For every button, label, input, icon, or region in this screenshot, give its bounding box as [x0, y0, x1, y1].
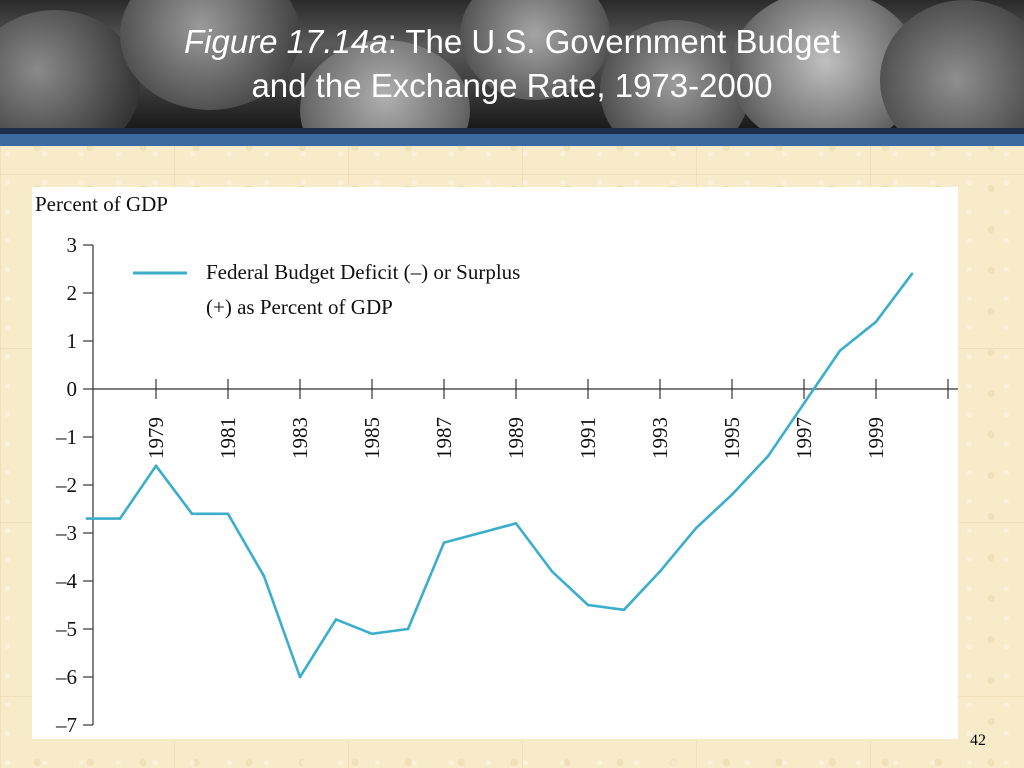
y-tick-label: –3 — [55, 521, 77, 545]
data-point — [406, 627, 410, 631]
y-tick-label: –6 — [55, 665, 77, 689]
data-point — [838, 349, 842, 352]
series-line — [87, 273, 914, 679]
x-tick-label: 1979 — [144, 417, 168, 459]
x-tick-label: 1985 — [360, 417, 384, 459]
figure-number: Figure 17.14a — [183, 23, 388, 60]
data-point — [766, 454, 770, 458]
data-point — [154, 464, 158, 468]
data-point — [694, 526, 698, 530]
header-banner: Figure 17.14a: The U.S. Government Budge… — [0, 0, 1024, 128]
legend-label-line2: (+) as Percent of GDP — [206, 295, 393, 319]
series-group — [85, 272, 914, 679]
legend: Federal Budget Deficit (–) or Surplus (+… — [133, 260, 520, 319]
x-tick-label: 1983 — [288, 417, 312, 459]
data-point — [730, 493, 734, 496]
data-point — [658, 570, 662, 573]
x-tick-label: 1981 — [216, 417, 240, 459]
data-point — [514, 522, 518, 525]
coin-image — [600, 20, 750, 128]
data-point — [298, 675, 302, 679]
y-axis-ticks: 3 2 1 0 –1 –2 –3 –4 –5 –6 –7 — [55, 233, 93, 737]
y-tick-label: –2 — [55, 473, 77, 497]
y-tick-label: 1 — [67, 329, 78, 353]
y-tick-label: 3 — [67, 233, 78, 257]
coin-image — [460, 0, 610, 100]
slide-title: Figure 17.14a: The U.S. Government Budge… — [0, 20, 1024, 108]
data-point — [334, 618, 338, 621]
x-tick-label: 1991 — [576, 417, 600, 459]
x-tick-label: 1999 — [864, 417, 888, 459]
data-point — [586, 603, 590, 607]
data-point — [622, 608, 626, 612]
data-point — [190, 512, 194, 516]
data-point — [118, 517, 122, 520]
title-line2: and the Exchange Rate, 1973-2000 — [251, 67, 773, 104]
header-divider-light — [0, 134, 1024, 146]
data-point — [85, 517, 89, 520]
data-point — [262, 574, 266, 578]
y-tick-label: 2 — [67, 281, 78, 305]
data-point — [802, 402, 806, 405]
x-tick-label: 1997 — [792, 417, 816, 459]
data-point — [478, 531, 482, 535]
y-axis-title: Percent of GDP — [35, 192, 168, 216]
data-point — [910, 272, 914, 276]
data-point — [874, 320, 878, 324]
data-point — [370, 632, 374, 636]
y-tick-label: –1 — [55, 425, 77, 449]
data-point — [226, 512, 230, 516]
data-point — [550, 570, 554, 573]
x-tick-label: 1987 — [432, 417, 456, 459]
y-tick-label: –7 — [55, 713, 77, 737]
header-divider-dark — [0, 128, 1024, 134]
x-tick-label: 1989 — [504, 417, 528, 459]
y-tick-label: –4 — [55, 569, 78, 593]
legend-label-line1: Federal Budget Deficit (–) or Surplus — [206, 260, 520, 284]
y-tick-label: –5 — [55, 617, 77, 641]
y-tick-label: 0 — [67, 377, 78, 401]
x-axis: 1979 1981 1983 1985 1987 1989 1991 1993 1995 1997… — [93, 379, 958, 459]
x-tick-label: 1993 — [648, 417, 672, 459]
data-point — [442, 541, 446, 544]
page-number: 42 — [970, 732, 986, 749]
x-tick-label: 1995 — [720, 417, 744, 459]
title-line1: : The U.S. Government Budget — [387, 23, 841, 60]
chart-panel: Percent of GDP 3 2 1 0 –1 –2 –3 –4 –5 –6 –7 1979 19… — [32, 187, 958, 739]
